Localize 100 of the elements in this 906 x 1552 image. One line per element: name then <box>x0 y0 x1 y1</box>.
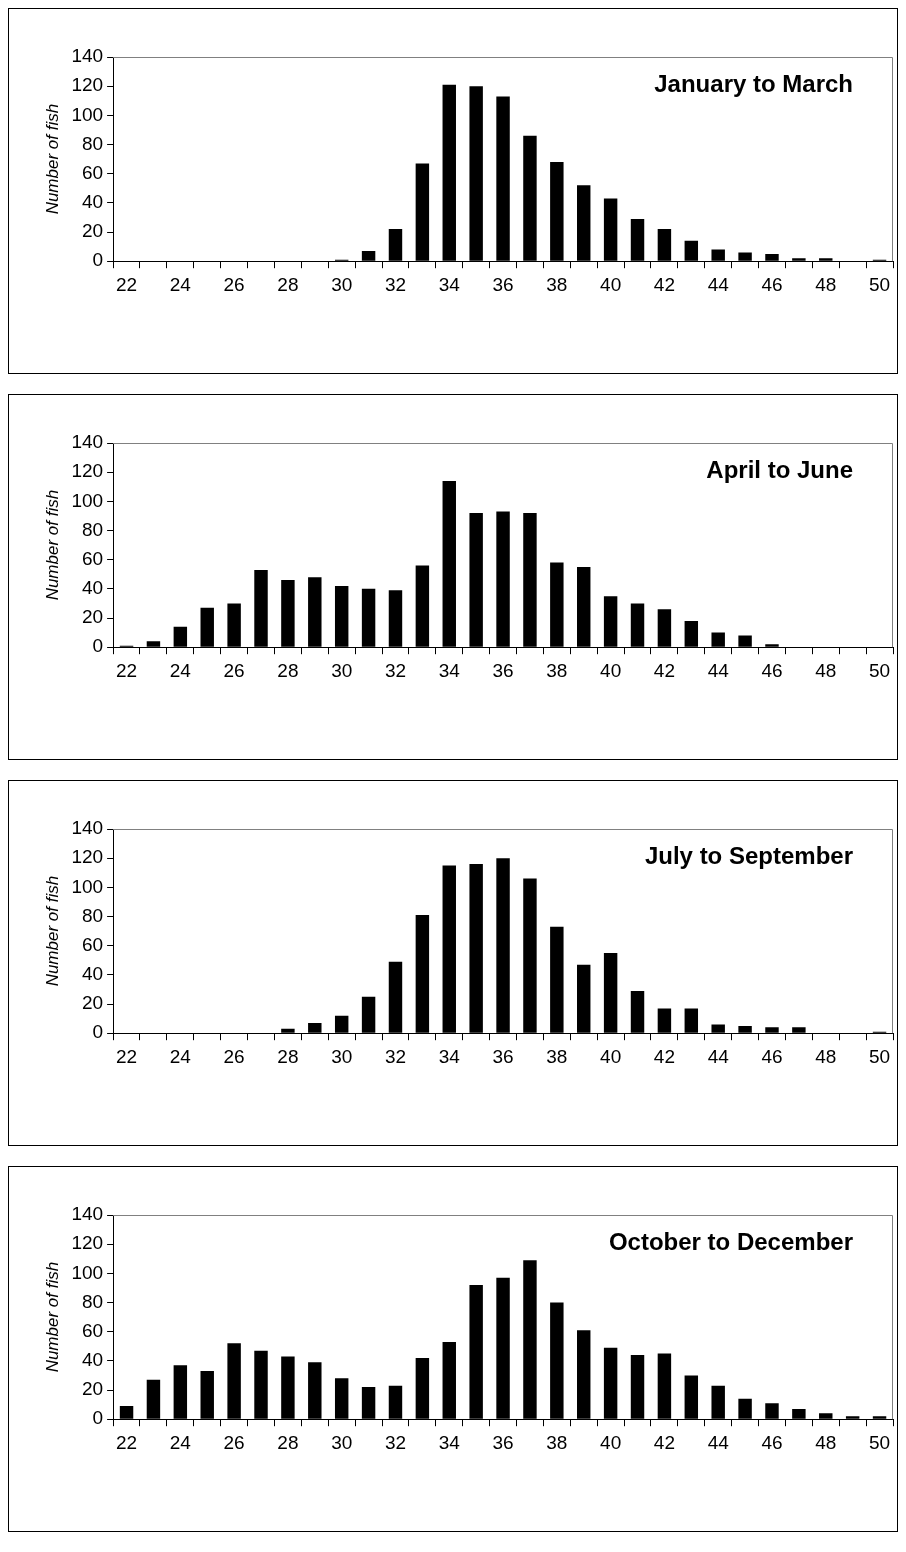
y-tick-label: 140 <box>71 1203 104 1225</box>
y-tick-label: 0 <box>92 1021 104 1043</box>
y-tick-label: 60 <box>81 1319 104 1341</box>
x-tick-label: 32 <box>384 273 407 295</box>
y-tick-label: 80 <box>81 1290 104 1312</box>
x-tick-label: 40 <box>600 1431 622 1453</box>
x-tick-label: 28 <box>277 659 299 681</box>
y-tick-label: 100 <box>71 489 104 511</box>
x-tick-label: 30 <box>331 659 353 681</box>
x-tick-label: 30 <box>331 273 353 295</box>
x-tick-label: 48 <box>815 273 837 295</box>
x-tick-label: 38 <box>546 1431 568 1453</box>
x-tick-label: 28 <box>277 1045 299 1067</box>
x-tick-label: 36 <box>492 1431 514 1453</box>
x-tick-label: 42 <box>653 1431 675 1453</box>
x-tick-label: 38 <box>546 273 568 295</box>
x-tick-label: 22 <box>115 659 138 681</box>
x-tick-label: 38 <box>546 659 568 681</box>
text: January to March <box>654 69 853 97</box>
x-tick-label: 40 <box>600 273 622 295</box>
y-tick-label: 120 <box>71 1232 104 1254</box>
y-axis-title: Number of fish <box>42 489 62 601</box>
y-tick-label: 80 <box>81 904 104 926</box>
y-tick-label: 140 <box>71 45 104 67</box>
x-tick-label: 32 <box>384 1431 407 1453</box>
x-tick-label: 44 <box>707 659 730 681</box>
x-tick-label: 44 <box>707 273 730 295</box>
y-tick-label: 80 <box>81 132 104 154</box>
y-tick-label: 100 <box>71 875 104 897</box>
x-tick-label: 34 <box>438 273 461 295</box>
y-tick-label: 20 <box>81 992 104 1014</box>
x-tick-label: 30 <box>331 1431 353 1453</box>
y-tick-label: 100 <box>71 1261 104 1283</box>
x-tick-label: 50 <box>868 1431 891 1453</box>
x-tick-label: 34 <box>438 659 461 681</box>
x-tick-label: 44 <box>707 1431 730 1453</box>
x-tick-label: 26 <box>223 659 245 681</box>
y-axis-title: Number of fish <box>42 1261 62 1373</box>
x-tick-label: 46 <box>761 1431 783 1453</box>
y-tick-label: 140 <box>71 817 104 839</box>
y-tick-label: 0 <box>92 249 104 271</box>
x-tick-label: 34 <box>438 1431 461 1453</box>
x-tick-label: 50 <box>868 273 891 295</box>
y-tick-label: 140 <box>71 431 104 453</box>
text: July to September <box>644 841 853 869</box>
y-tick-label: 40 <box>81 577 104 599</box>
y-tick-label: 80 <box>81 518 104 540</box>
x-tick-label: 42 <box>653 1045 675 1067</box>
x-tick-label: 30 <box>331 1045 353 1067</box>
x-tick-label: 22 <box>115 1431 138 1453</box>
y-tick-label: 60 <box>81 161 104 183</box>
y-tick-label: 40 <box>81 1349 104 1371</box>
x-tick-label: 22 <box>115 1045 138 1067</box>
text: October to December <box>608 1227 853 1255</box>
y-tick-label: 40 <box>81 963 104 985</box>
x-tick-label: 32 <box>384 659 407 681</box>
x-tick-label: 36 <box>492 1045 514 1067</box>
x-tick-label: 24 <box>169 1045 192 1067</box>
x-tick-label: 40 <box>600 1045 622 1067</box>
y-tick-label: 20 <box>81 1378 104 1400</box>
y-axis-title: Number of fish <box>42 103 62 215</box>
x-tick-label: 46 <box>761 659 783 681</box>
x-tick-label: 40 <box>600 659 622 681</box>
x-tick-label: 26 <box>223 1431 245 1453</box>
x-tick-label: 48 <box>815 1431 837 1453</box>
y-tick-label: 20 <box>81 606 104 628</box>
x-tick-label: 26 <box>223 1045 245 1067</box>
x-tick-label: 36 <box>492 659 514 681</box>
y-axis-title: Number of fish <box>42 875 62 987</box>
x-tick-label: 48 <box>815 1045 837 1067</box>
x-tick-label: 48 <box>815 659 837 681</box>
y-tick-label: 0 <box>92 1407 104 1429</box>
x-tick-label: 46 <box>761 1045 783 1067</box>
y-tick-label: 120 <box>71 74 104 96</box>
x-tick-label: 24 <box>169 1431 192 1453</box>
x-tick-label: 28 <box>277 273 299 295</box>
x-tick-label: 24 <box>169 273 192 295</box>
y-tick-label: 120 <box>71 460 104 482</box>
x-tick-label: 38 <box>546 1045 568 1067</box>
y-tick-label: 20 <box>81 220 104 242</box>
x-tick-label: 50 <box>868 1045 891 1067</box>
y-tick-label: 60 <box>81 933 104 955</box>
x-tick-label: 42 <box>653 659 675 681</box>
x-tick-label: 32 <box>384 1045 407 1067</box>
y-tick-label: 0 <box>92 635 104 657</box>
text: April to June <box>706 455 853 483</box>
x-tick-label: 42 <box>653 273 675 295</box>
x-tick-label: 46 <box>761 273 783 295</box>
x-tick-label: 44 <box>707 1045 730 1067</box>
x-tick-label: 50 <box>868 659 891 681</box>
x-tick-label: 26 <box>223 273 245 295</box>
y-tick-label: 40 <box>81 191 104 213</box>
x-tick-label: 22 <box>115 273 138 295</box>
x-tick-label: 34 <box>438 1045 461 1067</box>
y-tick-label: 60 <box>81 547 104 569</box>
y-tick-label: 100 <box>71 103 104 125</box>
x-tick-label: 28 <box>277 1431 299 1453</box>
x-tick-label: 24 <box>169 659 192 681</box>
x-tick-label: 36 <box>492 273 514 295</box>
y-tick-label: 120 <box>71 846 104 868</box>
